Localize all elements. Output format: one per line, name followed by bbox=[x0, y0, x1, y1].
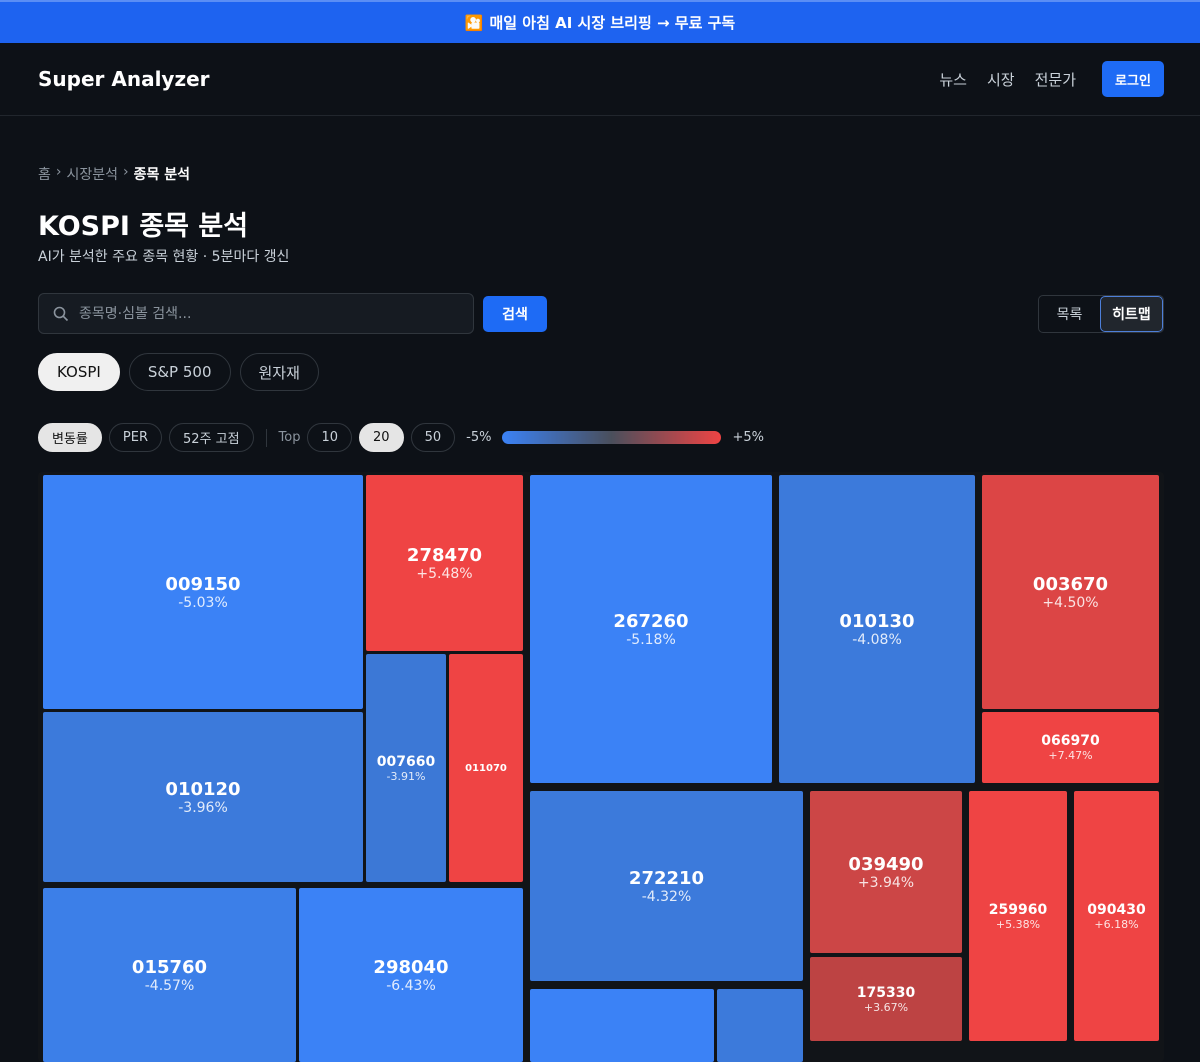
metric-change-button[interactable]: 변동률 bbox=[38, 423, 102, 452]
heatmap-tile[interactable]: 175330 +3.67% bbox=[810, 957, 962, 1041]
view-list-button[interactable]: 목록 bbox=[1056, 307, 1083, 323]
breadcrumb-current: 종목 분석 bbox=[133, 167, 191, 183]
heatmap-tile[interactable]: 278470 +5.48% bbox=[366, 475, 523, 651]
top-label: Top bbox=[278, 430, 301, 445]
login-button[interactable]: 로그인 bbox=[1102, 61, 1164, 97]
tile-change: +5.38% bbox=[995, 917, 1041, 931]
breadcrumb-separator: › bbox=[123, 164, 129, 180]
page-subtitle: AI가 분석한 주요 종목 현황 · 5분마다 갱신 bbox=[38, 249, 290, 265]
tile-symbol: 003670 bbox=[1032, 573, 1109, 595]
search-input[interactable] bbox=[79, 305, 459, 322]
tile-symbol: 015760 bbox=[131, 956, 208, 978]
search-box bbox=[38, 293, 474, 334]
top-50-button[interactable]: 50 bbox=[410, 423, 456, 452]
promo-text: 매일 아침 AI 시장 브리핑 → 무료 구독 bbox=[489, 14, 736, 32]
tile-symbol: 175330 bbox=[856, 984, 916, 1001]
top-nav: Super Analyzer 뉴스 시장 전문가 로그인 bbox=[0, 43, 1200, 116]
heatmap-tile[interactable]: 011070 bbox=[449, 654, 523, 882]
tile-change: -6.43% bbox=[386, 977, 436, 994]
heatmap-tile[interactable]: 259960 +5.38% bbox=[969, 791, 1067, 1041]
heatmap-tile[interactable]: 009150 -5.03% bbox=[43, 475, 363, 709]
tile-symbol: 272210 bbox=[628, 867, 705, 889]
heatmap-tile[interactable]: 010130 -4.08% bbox=[779, 475, 975, 783]
heatmap-tile[interactable]: 267260 -5.18% bbox=[530, 475, 772, 783]
market-tab-commodities[interactable]: 원자재 bbox=[239, 353, 319, 391]
search-icon bbox=[53, 306, 69, 321]
tile-change: +4.50% bbox=[1042, 594, 1099, 611]
heatmap-tile[interactable] bbox=[717, 989, 803, 1062]
nav-link-news[interactable]: 뉴스 bbox=[939, 71, 967, 89]
heatmap-tile[interactable]: 090430 +6.18% bbox=[1074, 791, 1159, 1041]
brand-logo[interactable]: Super Analyzer bbox=[38, 67, 210, 91]
tile-symbol: 009150 bbox=[165, 573, 241, 595]
movie-camera-icon: 🎦 bbox=[464, 13, 484, 32]
tile-change: -3.91% bbox=[386, 769, 426, 783]
tile-symbol: 010130 bbox=[839, 610, 915, 632]
heatmap-tile[interactable]: 066970 +7.47% bbox=[982, 712, 1159, 783]
tile-change: -3.96% bbox=[178, 799, 228, 816]
tile-symbol: 010120 bbox=[165, 778, 241, 800]
metric-52w-high-button[interactable]: 52주 고점 bbox=[168, 423, 254, 452]
tile-symbol: 011070 bbox=[465, 762, 507, 774]
heatmap-tile[interactable] bbox=[530, 989, 714, 1062]
breadcrumb-home[interactable]: 홈 bbox=[38, 167, 51, 183]
heatmap-tile[interactable] bbox=[810, 1047, 1159, 1062]
color-scale-bar bbox=[502, 431, 722, 444]
heatmap-tile[interactable]: 015760 -4.57% bbox=[43, 888, 296, 1062]
tile-symbol: 259960 bbox=[988, 901, 1048, 918]
tile-change: +3.67% bbox=[863, 1000, 909, 1014]
view-toggle: 목록 히트맵 bbox=[1038, 295, 1164, 333]
tile-change: -5.03% bbox=[178, 594, 228, 611]
promo-banner[interactable]: 🎦 매일 아침 AI 시장 브리핑 → 무료 구독 bbox=[0, 0, 1200, 43]
divider bbox=[265, 428, 267, 447]
heatmap-treemap: 009150 -5.03% 278470 +5.48% 267260 -5.18… bbox=[38, 472, 1164, 1062]
tile-change: -4.32% bbox=[641, 888, 692, 905]
heatmap-tile[interactable]: 298040 -6.43% bbox=[299, 888, 523, 1062]
nav-links: 뉴스 시장 전문가 bbox=[939, 69, 1076, 90]
heatmap-tile[interactable]: 272210 -4.32% bbox=[530, 791, 803, 981]
heatmap-tile[interactable]: 010120 -3.96% bbox=[43, 712, 363, 882]
heatmap-tile[interactable]: 003670 +4.50% bbox=[982, 475, 1159, 709]
tile-symbol: 007660 bbox=[376, 753, 436, 770]
search-button[interactable]: 검색 bbox=[483, 296, 547, 332]
tile-change: +5.48% bbox=[416, 565, 473, 582]
heatmap-tile[interactable]: 039490 +3.94% bbox=[810, 791, 962, 953]
scale-max-label: +5% bbox=[732, 430, 764, 445]
view-heatmap-button[interactable]: 히트맵 bbox=[1100, 296, 1163, 332]
breadcrumb: 홈 › 시장분석 › 종목 분석 bbox=[38, 164, 190, 184]
market-tab-kospi[interactable]: KOSPI bbox=[38, 353, 120, 391]
top-20-button[interactable]: 20 bbox=[359, 423, 404, 452]
tile-change: +7.47% bbox=[1048, 749, 1093, 762]
metric-per-button[interactable]: PER bbox=[108, 423, 162, 452]
tile-symbol: 039490 bbox=[848, 853, 924, 875]
page-title: KOSPI 종목 분석 bbox=[38, 211, 249, 242]
tile-change: +3.94% bbox=[857, 874, 915, 891]
tile-change: -4.57% bbox=[144, 977, 195, 994]
tile-change: -4.08% bbox=[852, 631, 902, 648]
tile-symbol: 090430 bbox=[1087, 901, 1146, 918]
tile-symbol: 278470 bbox=[406, 544, 483, 566]
tile-change: -5.18% bbox=[626, 631, 676, 648]
tile-symbol: 267260 bbox=[613, 610, 689, 632]
market-tab-sp500[interactable]: S&P 500 bbox=[128, 353, 231, 391]
tile-symbol: 066970 bbox=[1041, 733, 1100, 749]
heatmap-controls: 변동률 PER 52주 고점 Top 10 20 50 -5% +5% bbox=[38, 423, 768, 452]
tile-change: +6.18% bbox=[1094, 917, 1139, 931]
market-tabs: KOSPI S&P 500 원자재 bbox=[38, 353, 319, 391]
nav-link-market[interactable]: 시장 bbox=[986, 71, 1015, 89]
heatmap-tile[interactable]: 007660 -3.91% bbox=[366, 654, 446, 882]
breadcrumb-section[interactable]: 시장분석 bbox=[66, 167, 119, 183]
scale-min-label: -5% bbox=[466, 430, 492, 445]
tile-symbol: 298040 bbox=[373, 956, 449, 978]
breadcrumb-separator: › bbox=[55, 164, 62, 180]
top-10-button[interactable]: 10 bbox=[307, 423, 353, 452]
nav-link-experts[interactable]: 전문가 bbox=[1034, 71, 1076, 89]
